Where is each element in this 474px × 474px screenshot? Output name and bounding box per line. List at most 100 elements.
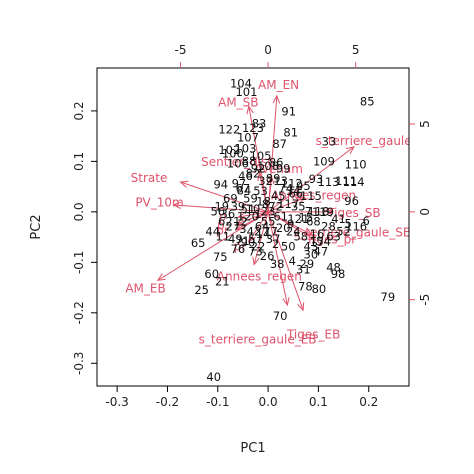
- point-label: 52: [336, 225, 351, 239]
- point-label: 28: [321, 220, 336, 234]
- point-label: 23: [261, 204, 276, 218]
- point-label: 58: [293, 230, 308, 244]
- loading-arrow-head: [252, 256, 260, 266]
- point-label: 50: [281, 240, 296, 254]
- loading-arrow-shaft: [236, 211, 269, 225]
- point-label: 121: [287, 212, 309, 226]
- point-label: 32: [258, 174, 273, 188]
- y-axis-label: PC2: [29, 214, 44, 239]
- point-label: 83: [252, 117, 267, 131]
- point-label: 14: [256, 227, 271, 241]
- loading-arrow-shaft: [267, 211, 304, 311]
- point-label: 27: [226, 220, 241, 234]
- point-label: 88: [242, 154, 257, 168]
- y-tick-label: -0.2: [72, 301, 86, 324]
- point-label: 107: [237, 131, 259, 145]
- point-label: 37: [266, 232, 281, 246]
- point-label: 109: [313, 154, 335, 168]
- point-label: 46: [238, 169, 253, 183]
- point-label: 120: [237, 209, 259, 223]
- point-label: 54: [316, 235, 331, 249]
- point-label: 93: [309, 172, 324, 186]
- point-label: 79: [381, 290, 396, 304]
- x-axis-label: PC1: [240, 441, 265, 456]
- point-label: 72: [268, 199, 283, 213]
- loading-label: Sentier_dist: [201, 155, 272, 169]
- point-label: 115: [300, 189, 322, 203]
- point-label: 59: [243, 192, 258, 206]
- point-label: 71: [235, 234, 250, 248]
- point-label: 75: [213, 250, 228, 264]
- top-tick-label: 0: [264, 43, 272, 57]
- point-label: 35: [291, 199, 306, 213]
- loading-label: s_terriere_gaule_EN: [316, 134, 435, 148]
- loading-arrow-head: [297, 302, 305, 312]
- point-label: 110: [345, 157, 367, 171]
- point-label: 116: [345, 220, 367, 234]
- x-tick-label: 0.2: [359, 395, 378, 409]
- loading-label: AM_SB: [218, 95, 258, 109]
- loading-arrow-shaft: [267, 176, 273, 212]
- loading-arrow-shaft: [236, 211, 269, 230]
- point-label: 98: [331, 267, 346, 281]
- point-label: 103: [234, 141, 256, 155]
- point-label: 55: [261, 214, 276, 228]
- point-label: 18: [256, 194, 271, 208]
- point-label: 47: [314, 245, 329, 259]
- point-label: 101: [235, 85, 257, 99]
- point-label: 95: [296, 179, 311, 193]
- point-label: 1: [254, 207, 261, 221]
- point-label: 4: [289, 254, 296, 268]
- y-tick-label: -0.1: [72, 251, 86, 274]
- point-label: 64: [255, 220, 270, 234]
- point-label: 68: [306, 214, 321, 228]
- loading-arrow-head: [246, 105, 254, 115]
- point-label: 89: [266, 172, 281, 186]
- point-label: 12: [233, 214, 248, 228]
- x-tick-label: -0.1: [206, 395, 229, 409]
- point-label: 119: [312, 205, 334, 219]
- point-label: 61: [273, 209, 288, 223]
- point-label: 43: [304, 240, 319, 254]
- point-label: 48: [326, 260, 341, 274]
- point-label: 56: [210, 204, 225, 218]
- loading-arrow-head: [156, 273, 166, 282]
- point-label: 45: [271, 189, 286, 203]
- point-label: 33: [322, 135, 337, 149]
- loading-label: Strate: [131, 171, 168, 185]
- loading-arrow-shaft: [157, 211, 269, 281]
- loading-arrow-head: [248, 233, 256, 243]
- loading-arrow-head: [172, 201, 182, 210]
- axes: -0.3 -0.2 -0.1 0.0 0.1 0.2 -0.3 -0.2 -0.1 0.0 0.1 0…: [72, 43, 432, 409]
- point-label: 65: [191, 236, 206, 250]
- point-label: 8: [262, 197, 269, 211]
- loading-label: Tiges_pr: [305, 232, 356, 246]
- point-label: 62: [218, 214, 233, 228]
- point-label: 7: [305, 204, 312, 218]
- point-label: 105: [250, 149, 272, 163]
- point-label: 123: [242, 121, 264, 135]
- loading-arrow-shaft: [267, 146, 355, 213]
- point-label: 44: [205, 225, 220, 239]
- loading-arrow-shaft: [238, 211, 269, 218]
- right-tick-label: -5: [418, 294, 432, 306]
- loading-label: Tiges_EB: [286, 327, 340, 341]
- loading-label: Avenam: [254, 162, 303, 176]
- point-label: 86: [269, 155, 284, 169]
- point-label: 10: [246, 202, 261, 216]
- loading-arrow-shaft: [267, 197, 306, 213]
- y-tick-label: 0.2: [72, 101, 86, 120]
- point-label: 24: [286, 225, 301, 239]
- point-label: 113: [318, 175, 340, 189]
- loading-arrow-shaft: [173, 204, 269, 213]
- point-label: 36: [221, 207, 236, 221]
- point-label: 39: [231, 199, 246, 213]
- point-label: 69: [223, 192, 238, 206]
- x-tick-label: -0.3: [105, 395, 128, 409]
- point-label: 112: [281, 177, 303, 191]
- loading-label: pr: [216, 224, 229, 238]
